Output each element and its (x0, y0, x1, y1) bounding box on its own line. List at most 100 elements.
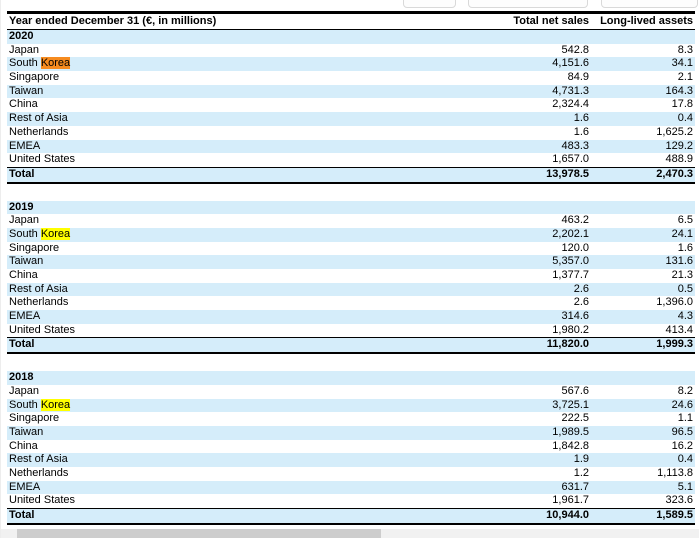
table-row: EMEA 483.3 129.2 (7, 139, 695, 154)
net-sales-value: 314.6 (561, 310, 589, 323)
net-sales-value: 1,961.7 (552, 494, 589, 507)
net-sales-value: 5,357.0 (552, 255, 589, 268)
assets-value (589, 30, 695, 44)
table-row: China 1,377.7 21.3 (7, 269, 695, 283)
assets-value: 1,625.2 (656, 125, 693, 138)
assets-value: 0.4 (677, 112, 693, 125)
row-label: Rest of Asia (9, 112, 68, 125)
assets-value: 1,589.5 (656, 509, 693, 521)
net-sales-value: 3,725.1 (552, 398, 589, 411)
net-sales-value: 1.6 (573, 125, 589, 138)
assets-value: 2.1 (677, 71, 693, 84)
net-sales-value: 2,324.4 (552, 98, 589, 111)
table-row: Netherlands 1.2 1,113.8 (7, 467, 695, 481)
table-row: Singapore 222.5 1.1 (7, 412, 695, 426)
year-label: 2019 (9, 200, 34, 213)
header-net-sales: Total net sales (513, 15, 589, 27)
net-sales-value: 1,980.2 (552, 323, 589, 336)
search-highlight: Korea (40, 227, 71, 240)
table-row: United States 1,980.2 413.4 (7, 324, 695, 338)
row-label: China (9, 439, 38, 452)
assets-value (589, 201, 695, 215)
row-label: Rest of Asia (9, 282, 68, 295)
assets-value: 21.3 (671, 269, 693, 281)
partial-toolbar-button-2[interactable] (468, 0, 588, 8)
row-label: Japan (9, 43, 39, 56)
table-row: Netherlands 1.6 1,625.2 (7, 126, 695, 140)
total-label: Total (9, 509, 35, 521)
assets-value: 1,396.0 (656, 296, 693, 309)
net-sales-value: 10,944.0 (546, 509, 589, 521)
assets-value: 96.5 (671, 425, 693, 438)
section-gap (7, 354, 695, 371)
assets-value: 1,113.8 (657, 466, 693, 479)
row-label: Japan (9, 214, 39, 227)
row-label: South Korea (9, 227, 71, 240)
net-sales-value: 1,657.0 (552, 153, 589, 166)
net-sales-value: 483.3 (561, 139, 589, 152)
table-row: Singapore 84.9 2.1 (7, 71, 695, 85)
net-sales-value: 4,151.6 (552, 57, 589, 70)
net-sales-value (389, 371, 589, 385)
net-sales-value: 567.6 (561, 384, 589, 397)
table-row: Rest of Asia 1.9 0.4 (7, 453, 695, 467)
header-assets: Long-lived assets (600, 15, 693, 27)
section-gap (7, 184, 695, 201)
net-sales-value: 542.8 (561, 43, 589, 56)
assets-value: 2,470.3 (656, 167, 693, 180)
row-label: Rest of Asia (9, 453, 68, 466)
row-label: EMEA (9, 139, 41, 152)
net-sales-value: 11,820.0 (546, 338, 589, 351)
assets-value: 413.4 (665, 323, 693, 336)
year-row: 2020 (7, 30, 695, 44)
scrollbar-thumb[interactable] (17, 529, 381, 538)
row-label: United States (9, 153, 76, 166)
total-label: Total (9, 167, 35, 180)
net-sales-value: 1.2 (573, 466, 589, 479)
partial-toolbar-button-1[interactable] (403, 0, 456, 8)
table-row: Japan 463.2 6.5 (7, 214, 695, 228)
assets-value: 24.6 (671, 398, 693, 411)
header-row-label: Year ended December 31 (€, in millions) (9, 15, 217, 27)
geographic-segment-table: Year ended December 31 (€, in millions) … (7, 11, 695, 525)
assets-value: 488.9 (665, 153, 693, 166)
assets-value: 8.2 (677, 384, 693, 397)
assets-value: 323.6 (665, 494, 693, 507)
table-row: Singapore 120.0 1.6 (7, 242, 695, 256)
year-label: 2018 (9, 371, 34, 384)
table-row: China 1,842.8 16.2 (7, 440, 695, 454)
net-sales-value: 631.7 (561, 480, 589, 493)
horizontal-scrollbar[interactable] (1, 529, 699, 538)
assets-value: 17.8 (671, 98, 693, 111)
row-label: Netherlands (9, 125, 69, 138)
toolbar (1, 0, 699, 11)
table-row: Rest of Asia 2.6 0.5 (7, 282, 695, 297)
net-sales-value (389, 30, 589, 44)
table-row: Japan 567.6 8.2 (7, 385, 695, 399)
assets-value: 6.5 (677, 214, 693, 227)
net-sales-value: 1,377.7 (552, 269, 589, 281)
assets-value: 5.1 (677, 480, 693, 493)
net-sales-value: 84.9 (567, 71, 589, 84)
table-row: Taiwan 1,989.5 96.5 (7, 425, 695, 440)
table-row: EMEA 631.7 5.1 (7, 480, 695, 495)
assets-value: 164.3 (665, 84, 693, 97)
row-label: Netherlands (9, 296, 69, 309)
total-row: Total 11,820.0 1,999.3 (7, 337, 695, 355)
table-row: EMEA 314.6 4.3 (7, 310, 695, 324)
row-label: China (9, 269, 38, 281)
assets-value: 1.1 (677, 412, 693, 425)
total-label: Total (9, 338, 35, 351)
total-row: Total 13,978.5 2,470.3 (7, 166, 695, 184)
row-label: EMEA (9, 480, 41, 493)
assets-value: 1,999.3 (656, 338, 693, 351)
row-label: Taiwan (9, 255, 44, 268)
net-sales-value: 1,989.5 (552, 425, 589, 438)
row-label: Taiwan (9, 84, 44, 97)
partial-toolbar-button-3[interactable] (601, 0, 698, 8)
search-highlight-active: Korea (40, 57, 71, 70)
table-row: Netherlands 2.6 1,396.0 (7, 296, 695, 310)
row-label: Singapore (9, 241, 60, 254)
row-label: Taiwan (9, 425, 44, 438)
